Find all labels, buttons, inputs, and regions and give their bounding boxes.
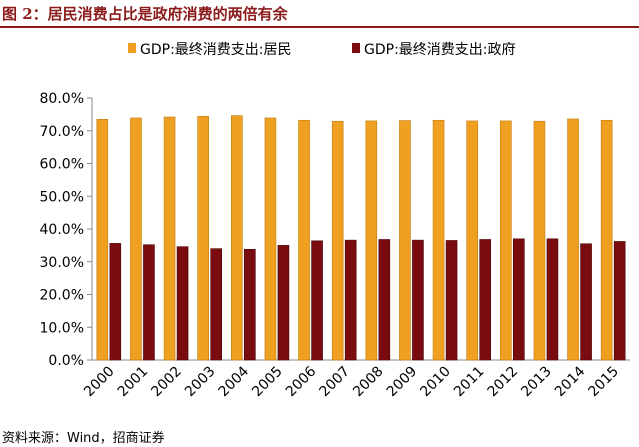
bar-chart: GDP:最终消费支出:居民 GDP:最终消费支出:政府 0.0% 10.0% 20.0… [40, 42, 630, 400]
bar-household-2012 [500, 120, 512, 361]
x-axis: 2000200120022003200420052006200720082009… [81, 363, 622, 400]
x-tick-label: 2001 [115, 364, 152, 401]
x-tick-label: 2013 [518, 364, 555, 401]
bar-government-2004 [244, 249, 256, 361]
legend-swatch [352, 43, 360, 53]
y-tick-label: 50.0% [40, 189, 84, 205]
x-tick-label: 2002 [148, 364, 185, 401]
x-tick-label: 2003 [182, 364, 219, 401]
y-tick-label: 70.0% [40, 124, 84, 140]
bar-government-2002 [176, 246, 189, 361]
legend-label: GDP:最终消费支出:居民 [140, 42, 292, 58]
bar-household-2014 [567, 118, 579, 361]
x-tick-label: 2010 [417, 364, 454, 401]
legend: GDP:最终消费支出:居民 GDP:最终消费支出:政府 [128, 42, 516, 58]
bar-government-2003 [210, 248, 222, 361]
bar-government-2006 [311, 240, 323, 361]
bar-household-2006 [298, 119, 310, 361]
bar-government-2015 [613, 241, 626, 361]
bar-household-2011 [466, 120, 478, 361]
y-tick-label: 0.0% [48, 353, 84, 369]
title-rule [0, 26, 639, 28]
bar-government-2012 [513, 238, 525, 361]
y-tick-label: 30.0% [40, 255, 84, 271]
x-tick-label: 2012 [485, 364, 522, 401]
source-note: 资料来源：Wind，招商证券 [2, 431, 165, 446]
bar-household-2003 [197, 116, 209, 361]
bar-government-2007 [344, 239, 357, 361]
y-tick-label: 40.0% [40, 222, 84, 238]
bar-government-2013 [546, 238, 559, 361]
x-tick-label: 2008 [350, 364, 387, 401]
bar-household-2007 [331, 120, 344, 361]
x-tick-label: 2015 [586, 364, 623, 401]
bar-government-2009 [412, 239, 424, 361]
bar-household-2015 [600, 119, 613, 361]
x-tick-label: 2004 [216, 363, 253, 400]
y-tick-label: 10.0% [40, 320, 84, 336]
x-tick-label: 2011 [451, 364, 488, 401]
bar-household-2000 [96, 118, 109, 361]
bar-government-2014 [580, 243, 592, 361]
bar-government-2010 [445, 240, 458, 361]
y-tick-label: 80.0% [40, 91, 84, 107]
x-tick-label: 2000 [81, 364, 118, 401]
bar-household-2013 [533, 120, 546, 361]
legend-swatch [128, 43, 136, 53]
bar-household-2005 [264, 117, 277, 361]
bar-government-2005 [277, 245, 290, 361]
bar-household-2001 [130, 117, 142, 361]
x-tick-label: 2014 [552, 363, 589, 400]
bar-government-2008 [378, 239, 391, 361]
x-tick-label: 2007 [317, 364, 354, 401]
bar-household-2002 [163, 116, 176, 361]
bar-household-2010 [432, 119, 445, 361]
bar-government-2000 [109, 243, 122, 361]
bar-government-2001 [143, 244, 155, 361]
x-tick-label: 2009 [384, 364, 421, 401]
y-tick-label: 20.0% [40, 288, 84, 304]
bar-household-2004 [231, 115, 243, 361]
y-axis: 0.0% 10.0% 20.0% 30.0% 40.0% 50.0% 60.0% 70.0% 8… [40, 91, 630, 369]
bar-household-2008 [365, 120, 378, 361]
bar-government-2011 [479, 239, 491, 361]
x-tick-label: 2006 [283, 363, 320, 400]
x-tick-label: 2005 [249, 364, 286, 401]
bar-household-2009 [399, 120, 411, 361]
legend-label: GDP:最终消费支出:政府 [364, 42, 516, 58]
figure-title: 图 2：居民消费占比是政府消费的两倍有余 [2, 5, 288, 23]
bars [96, 115, 626, 361]
y-tick-label: 60.0% [40, 157, 84, 173]
